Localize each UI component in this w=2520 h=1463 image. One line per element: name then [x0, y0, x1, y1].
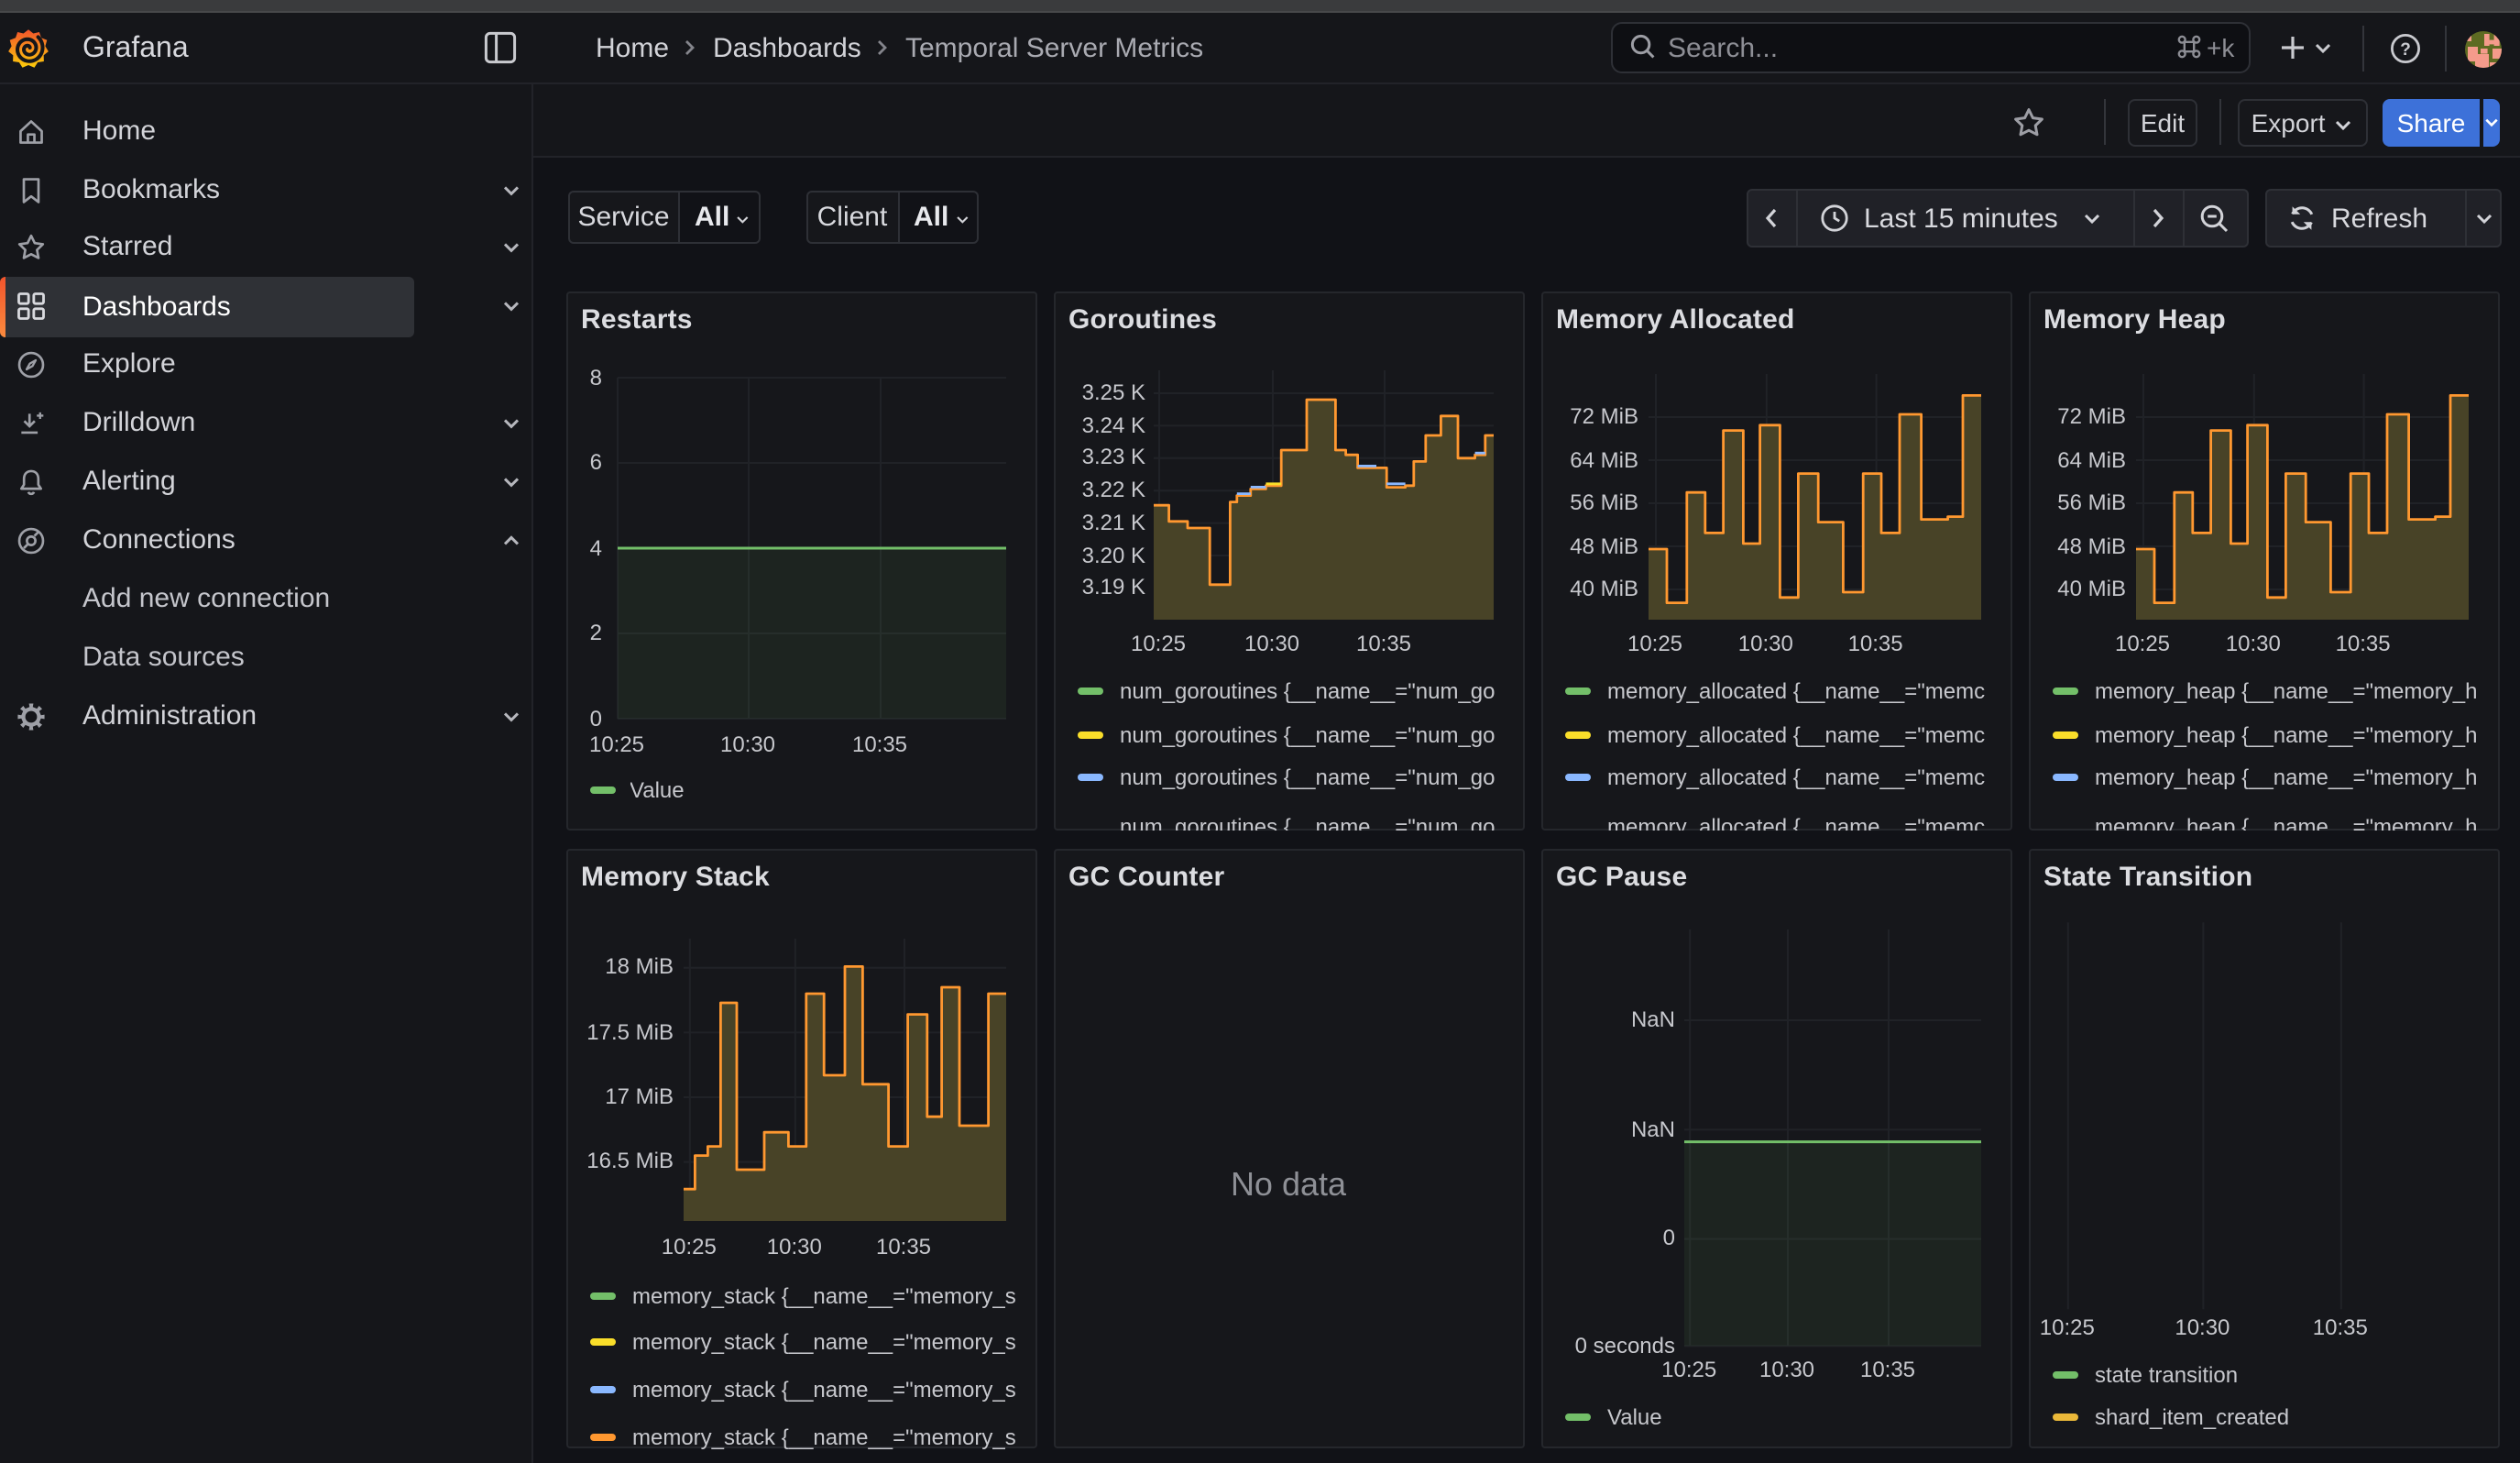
- svg-text:?: ?: [2400, 40, 2411, 60]
